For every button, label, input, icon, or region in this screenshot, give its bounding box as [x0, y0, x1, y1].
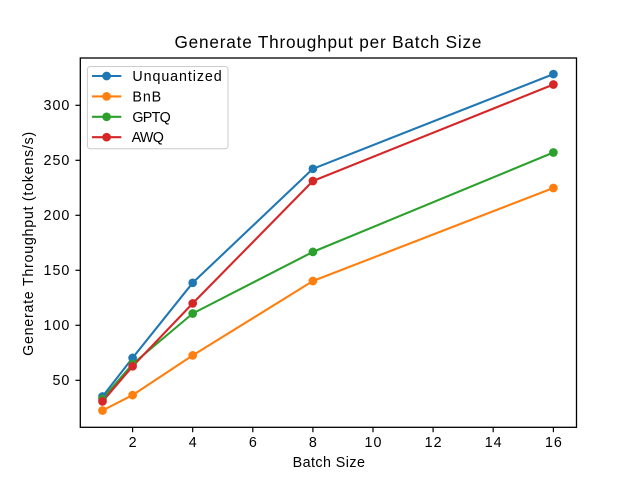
svg-text:AWQ: AWQ	[132, 130, 164, 146]
svg-text:150: 150	[44, 263, 71, 279]
svg-text:2: 2	[129, 435, 138, 451]
svg-text:Generate Throughput (tokens/s): Generate Throughput (tokens/s)	[21, 131, 37, 356]
svg-text:300: 300	[44, 98, 71, 114]
svg-text:14: 14	[485, 435, 503, 451]
svg-text:BnB: BnB	[132, 89, 162, 105]
svg-text:12: 12	[425, 435, 443, 451]
svg-text:250: 250	[44, 153, 71, 169]
svg-text:6: 6	[249, 435, 258, 451]
svg-text:GPTQ: GPTQ	[132, 110, 170, 126]
svg-text:200: 200	[44, 208, 71, 224]
svg-text:Unquantized: Unquantized	[132, 69, 222, 85]
svg-text:8: 8	[309, 435, 318, 451]
svg-text:Batch Size: Batch Size	[293, 455, 366, 471]
svg-text:100: 100	[44, 318, 71, 334]
svg-text:50: 50	[52, 373, 70, 389]
svg-text:4: 4	[189, 435, 198, 451]
svg-text:10: 10	[365, 435, 383, 451]
svg-text:16: 16	[545, 435, 563, 451]
svg-text:Generate Throughput per Batch: Generate Throughput per Batch Size	[175, 32, 483, 52]
